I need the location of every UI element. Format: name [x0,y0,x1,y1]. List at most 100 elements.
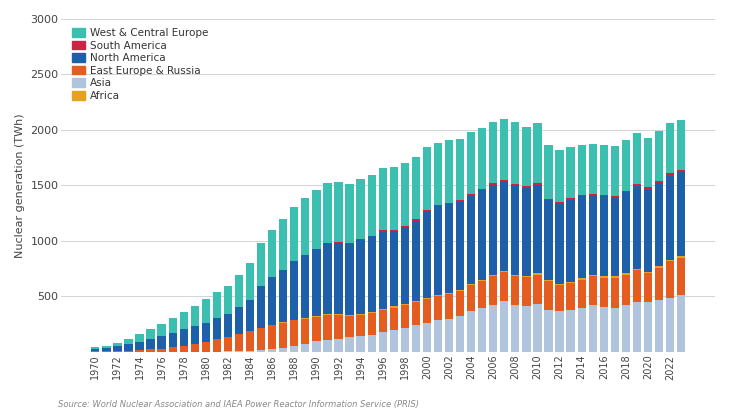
Bar [556,150,564,203]
Bar [633,302,641,352]
Bar [633,186,641,269]
Bar [235,307,243,334]
Bar [588,194,597,195]
Bar [257,328,265,350]
Bar [611,146,619,196]
Bar [456,202,464,289]
Bar [312,190,320,249]
Bar [566,198,575,200]
Bar [423,210,431,211]
Bar [180,346,188,352]
Bar [566,200,575,282]
Legend: West & Central Europe, South America, North America, East Europe & Russia, Asia,: West & Central Europe, South America, No… [70,26,210,103]
Bar [412,219,420,221]
Bar [268,325,277,349]
Bar [379,310,387,332]
Bar [268,349,277,352]
Bar [545,145,553,199]
Bar [323,243,331,314]
Bar [312,316,320,317]
Bar [534,122,542,183]
Bar [246,331,254,351]
Bar [224,314,232,337]
Bar [467,195,475,284]
Bar [622,275,630,305]
Bar [235,334,243,351]
Bar [655,300,663,352]
Bar [268,229,277,277]
Bar [655,268,663,300]
Bar [556,203,564,204]
Bar [644,187,652,189]
Bar [102,351,110,352]
Bar [401,226,409,227]
Bar [666,260,675,261]
Bar [566,282,575,283]
Bar [677,258,685,296]
Bar [423,323,431,352]
Bar [467,194,475,195]
Bar [577,280,585,307]
Bar [201,300,210,323]
Bar [534,185,542,273]
Bar [401,328,409,352]
Bar [301,344,310,352]
Bar [500,271,508,272]
Bar [611,197,619,276]
Bar [644,302,652,352]
Bar [367,236,376,312]
Bar [257,350,265,352]
Bar [445,203,453,204]
Bar [655,181,663,183]
Bar [246,300,254,331]
Bar [489,183,497,185]
Bar [534,183,542,185]
Bar [180,329,188,346]
Bar [633,184,641,186]
Bar [599,145,608,194]
Bar [91,349,99,351]
Bar [379,309,387,310]
Bar [655,266,663,268]
Bar [345,316,354,337]
Bar [356,314,365,315]
Bar [478,189,486,190]
Bar [434,143,442,205]
Bar [588,277,597,305]
Bar [489,122,497,183]
Bar [556,311,564,352]
Bar [522,276,531,277]
Bar [356,239,365,240]
Bar [169,333,177,347]
Bar [511,275,520,276]
Bar [367,312,376,313]
Bar [677,120,685,170]
Bar [489,275,497,277]
Bar [445,140,453,203]
Bar [135,335,144,342]
Bar [356,336,365,352]
Bar [545,282,553,310]
Bar [511,185,520,275]
Bar [456,139,464,201]
Bar [367,313,376,335]
Bar [412,300,420,302]
Bar [666,298,675,352]
Bar [434,206,442,295]
Bar [367,335,376,352]
Bar [279,219,288,270]
Bar [622,273,630,275]
Bar [401,305,409,328]
Bar [201,323,210,342]
Bar [135,350,144,352]
Bar [390,330,398,352]
Bar [290,320,299,346]
Bar [467,285,475,312]
Bar [147,330,155,339]
Bar [412,325,420,352]
Bar [577,307,585,352]
Bar [611,277,619,307]
Bar [666,123,675,173]
Bar [434,205,442,206]
Bar [334,339,342,352]
